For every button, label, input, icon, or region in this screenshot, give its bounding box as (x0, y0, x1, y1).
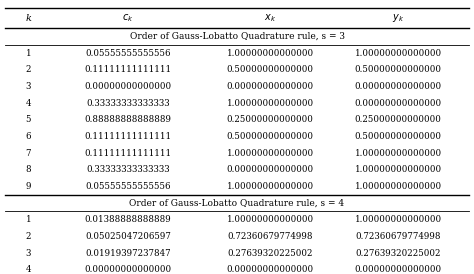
Text: 0.72360679774998: 0.72360679774998 (228, 232, 313, 241)
Text: $c_k$: $c_k$ (122, 12, 134, 24)
Text: 0.33333333333333: 0.33333333333333 (86, 165, 170, 174)
Text: 6: 6 (26, 132, 31, 141)
Text: 3: 3 (26, 82, 31, 91)
Text: 1: 1 (26, 215, 31, 224)
Text: 0.05555555555556: 0.05555555555556 (85, 49, 171, 58)
Text: 1.00000000000000: 1.00000000000000 (355, 165, 442, 174)
Text: 0.27639320225002: 0.27639320225002 (228, 249, 313, 258)
Text: 1.00000000000000: 1.00000000000000 (227, 99, 314, 108)
Text: 7: 7 (26, 149, 31, 158)
Text: 0.50000000000000: 0.50000000000000 (227, 65, 314, 74)
Text: 1.00000000000000: 1.00000000000000 (355, 215, 442, 224)
Text: Order of Gauss-Lobatto Quadrature rule, s = 4: Order of Gauss-Lobatto Quadrature rule, … (129, 199, 345, 208)
Text: 1.00000000000000: 1.00000000000000 (355, 149, 442, 158)
Text: 0.01919397237847: 0.01919397237847 (85, 249, 171, 258)
Text: 0.11111111111111: 0.11111111111111 (84, 132, 172, 141)
Text: 0.72360679774998: 0.72360679774998 (356, 232, 441, 241)
Text: 9: 9 (26, 182, 31, 191)
Text: 0.00000000000000: 0.00000000000000 (84, 265, 172, 274)
Text: Order of Gauss-Lobatto Quadrature rule, s = 3: Order of Gauss-Lobatto Quadrature rule, … (129, 32, 345, 41)
Text: 1.00000000000000: 1.00000000000000 (355, 182, 442, 191)
Text: 0.11111111111111: 0.11111111111111 (84, 65, 172, 74)
Text: $x_k$: $x_k$ (264, 12, 276, 24)
Text: 0.25000000000000: 0.25000000000000 (355, 115, 442, 124)
Text: 0.11111111111111: 0.11111111111111 (84, 149, 172, 158)
Text: 0.27639320225002: 0.27639320225002 (356, 249, 441, 258)
Text: 5: 5 (26, 115, 31, 124)
Text: 0.50000000000000: 0.50000000000000 (227, 132, 314, 141)
Text: 0.01388888888889: 0.01388888888889 (84, 215, 172, 224)
Text: 1.00000000000000: 1.00000000000000 (355, 49, 442, 58)
Text: 0.00000000000000: 0.00000000000000 (84, 82, 172, 91)
Text: $y_k$: $y_k$ (392, 12, 404, 24)
Text: 0.05555555555556: 0.05555555555556 (85, 182, 171, 191)
Text: 2: 2 (26, 232, 31, 241)
Text: 0.88888888888889: 0.88888888888889 (84, 115, 172, 124)
Text: 0.25000000000000: 0.25000000000000 (227, 115, 314, 124)
Text: 1.00000000000000: 1.00000000000000 (227, 49, 314, 58)
Text: 3: 3 (26, 249, 31, 258)
Text: 1.00000000000000: 1.00000000000000 (227, 149, 314, 158)
Text: 2: 2 (26, 65, 31, 74)
Text: k: k (26, 14, 31, 23)
Text: 0.50000000000000: 0.50000000000000 (355, 132, 442, 141)
Text: 0.00000000000000: 0.00000000000000 (355, 82, 442, 91)
Text: 1: 1 (26, 49, 31, 58)
Text: 0.00000000000000: 0.00000000000000 (227, 265, 314, 274)
Text: 0.00000000000000: 0.00000000000000 (355, 99, 442, 108)
Text: 0.00000000000000: 0.00000000000000 (227, 82, 314, 91)
Text: 0.05025047206597: 0.05025047206597 (85, 232, 171, 241)
Text: 0.50000000000000: 0.50000000000000 (355, 65, 442, 74)
Text: 8: 8 (26, 165, 31, 174)
Text: 1.00000000000000: 1.00000000000000 (227, 182, 314, 191)
Text: 0.00000000000000: 0.00000000000000 (355, 265, 442, 274)
Text: 4: 4 (26, 99, 31, 108)
Text: 0.00000000000000: 0.00000000000000 (227, 165, 314, 174)
Text: 4: 4 (26, 265, 31, 274)
Text: 1.00000000000000: 1.00000000000000 (227, 215, 314, 224)
Text: 0.33333333333333: 0.33333333333333 (86, 99, 170, 108)
